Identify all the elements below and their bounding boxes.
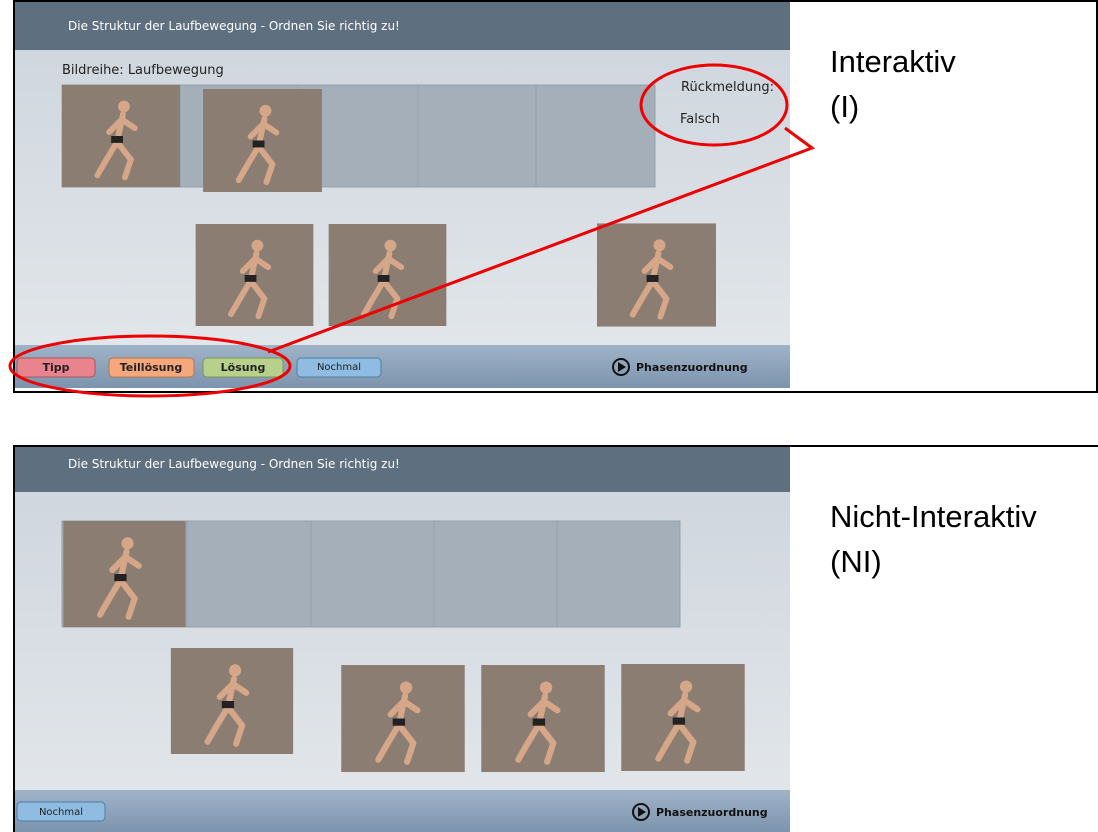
button[interactable]: Tipp [17, 358, 95, 377]
link-label: Phasenzuordnung [656, 806, 768, 819]
screen-title: Die Struktur der Laufbewegung - Ordnen S… [68, 19, 400, 33]
link-label: Phasenzuordnung [636, 361, 748, 374]
runner-image[interactable] [621, 664, 744, 771]
caption-abbr: (NI) [830, 544, 882, 579]
screen [15, 447, 790, 832]
runner-image[interactable] [341, 665, 464, 772]
runner-image[interactable] [597, 223, 716, 326]
runner-image[interactable] [329, 224, 447, 326]
series-label: Bildreihe: Laufbewegung [62, 63, 224, 78]
caption-abbr: (I) [830, 89, 859, 124]
button[interactable]: Teillösung [109, 358, 194, 377]
runner-image[interactable] [63, 521, 185, 627]
runner-image[interactable] [196, 224, 314, 326]
button[interactable]: Nochmal [297, 358, 381, 377]
feedback-value: Falsch [680, 112, 720, 127]
figure: Die Struktur der Laufbewegung - Ordnen S… [0, 0, 1098, 832]
caption: Nicht-Interaktiv [830, 499, 1037, 534]
feedback-label: Rückmeldung: [681, 80, 774, 95]
caption: Interaktiv [830, 44, 956, 79]
screen [15, 2, 790, 388]
button-label: Teillösung [120, 361, 182, 374]
button-label: Nochmal [317, 362, 361, 373]
runner-image[interactable] [62, 85, 180, 187]
runner-image[interactable] [203, 89, 322, 192]
button[interactable]: Lösung [203, 358, 283, 377]
runner-image[interactable] [481, 665, 604, 772]
button-label: Lösung [221, 361, 266, 374]
screen-title: Die Struktur der Laufbewegung - Ordnen S… [68, 457, 400, 471]
runner-image[interactable] [171, 648, 293, 754]
button-label: Tipp [42, 361, 69, 374]
button[interactable]: Nochmal [17, 802, 105, 821]
button-label: Nochmal [39, 807, 83, 818]
